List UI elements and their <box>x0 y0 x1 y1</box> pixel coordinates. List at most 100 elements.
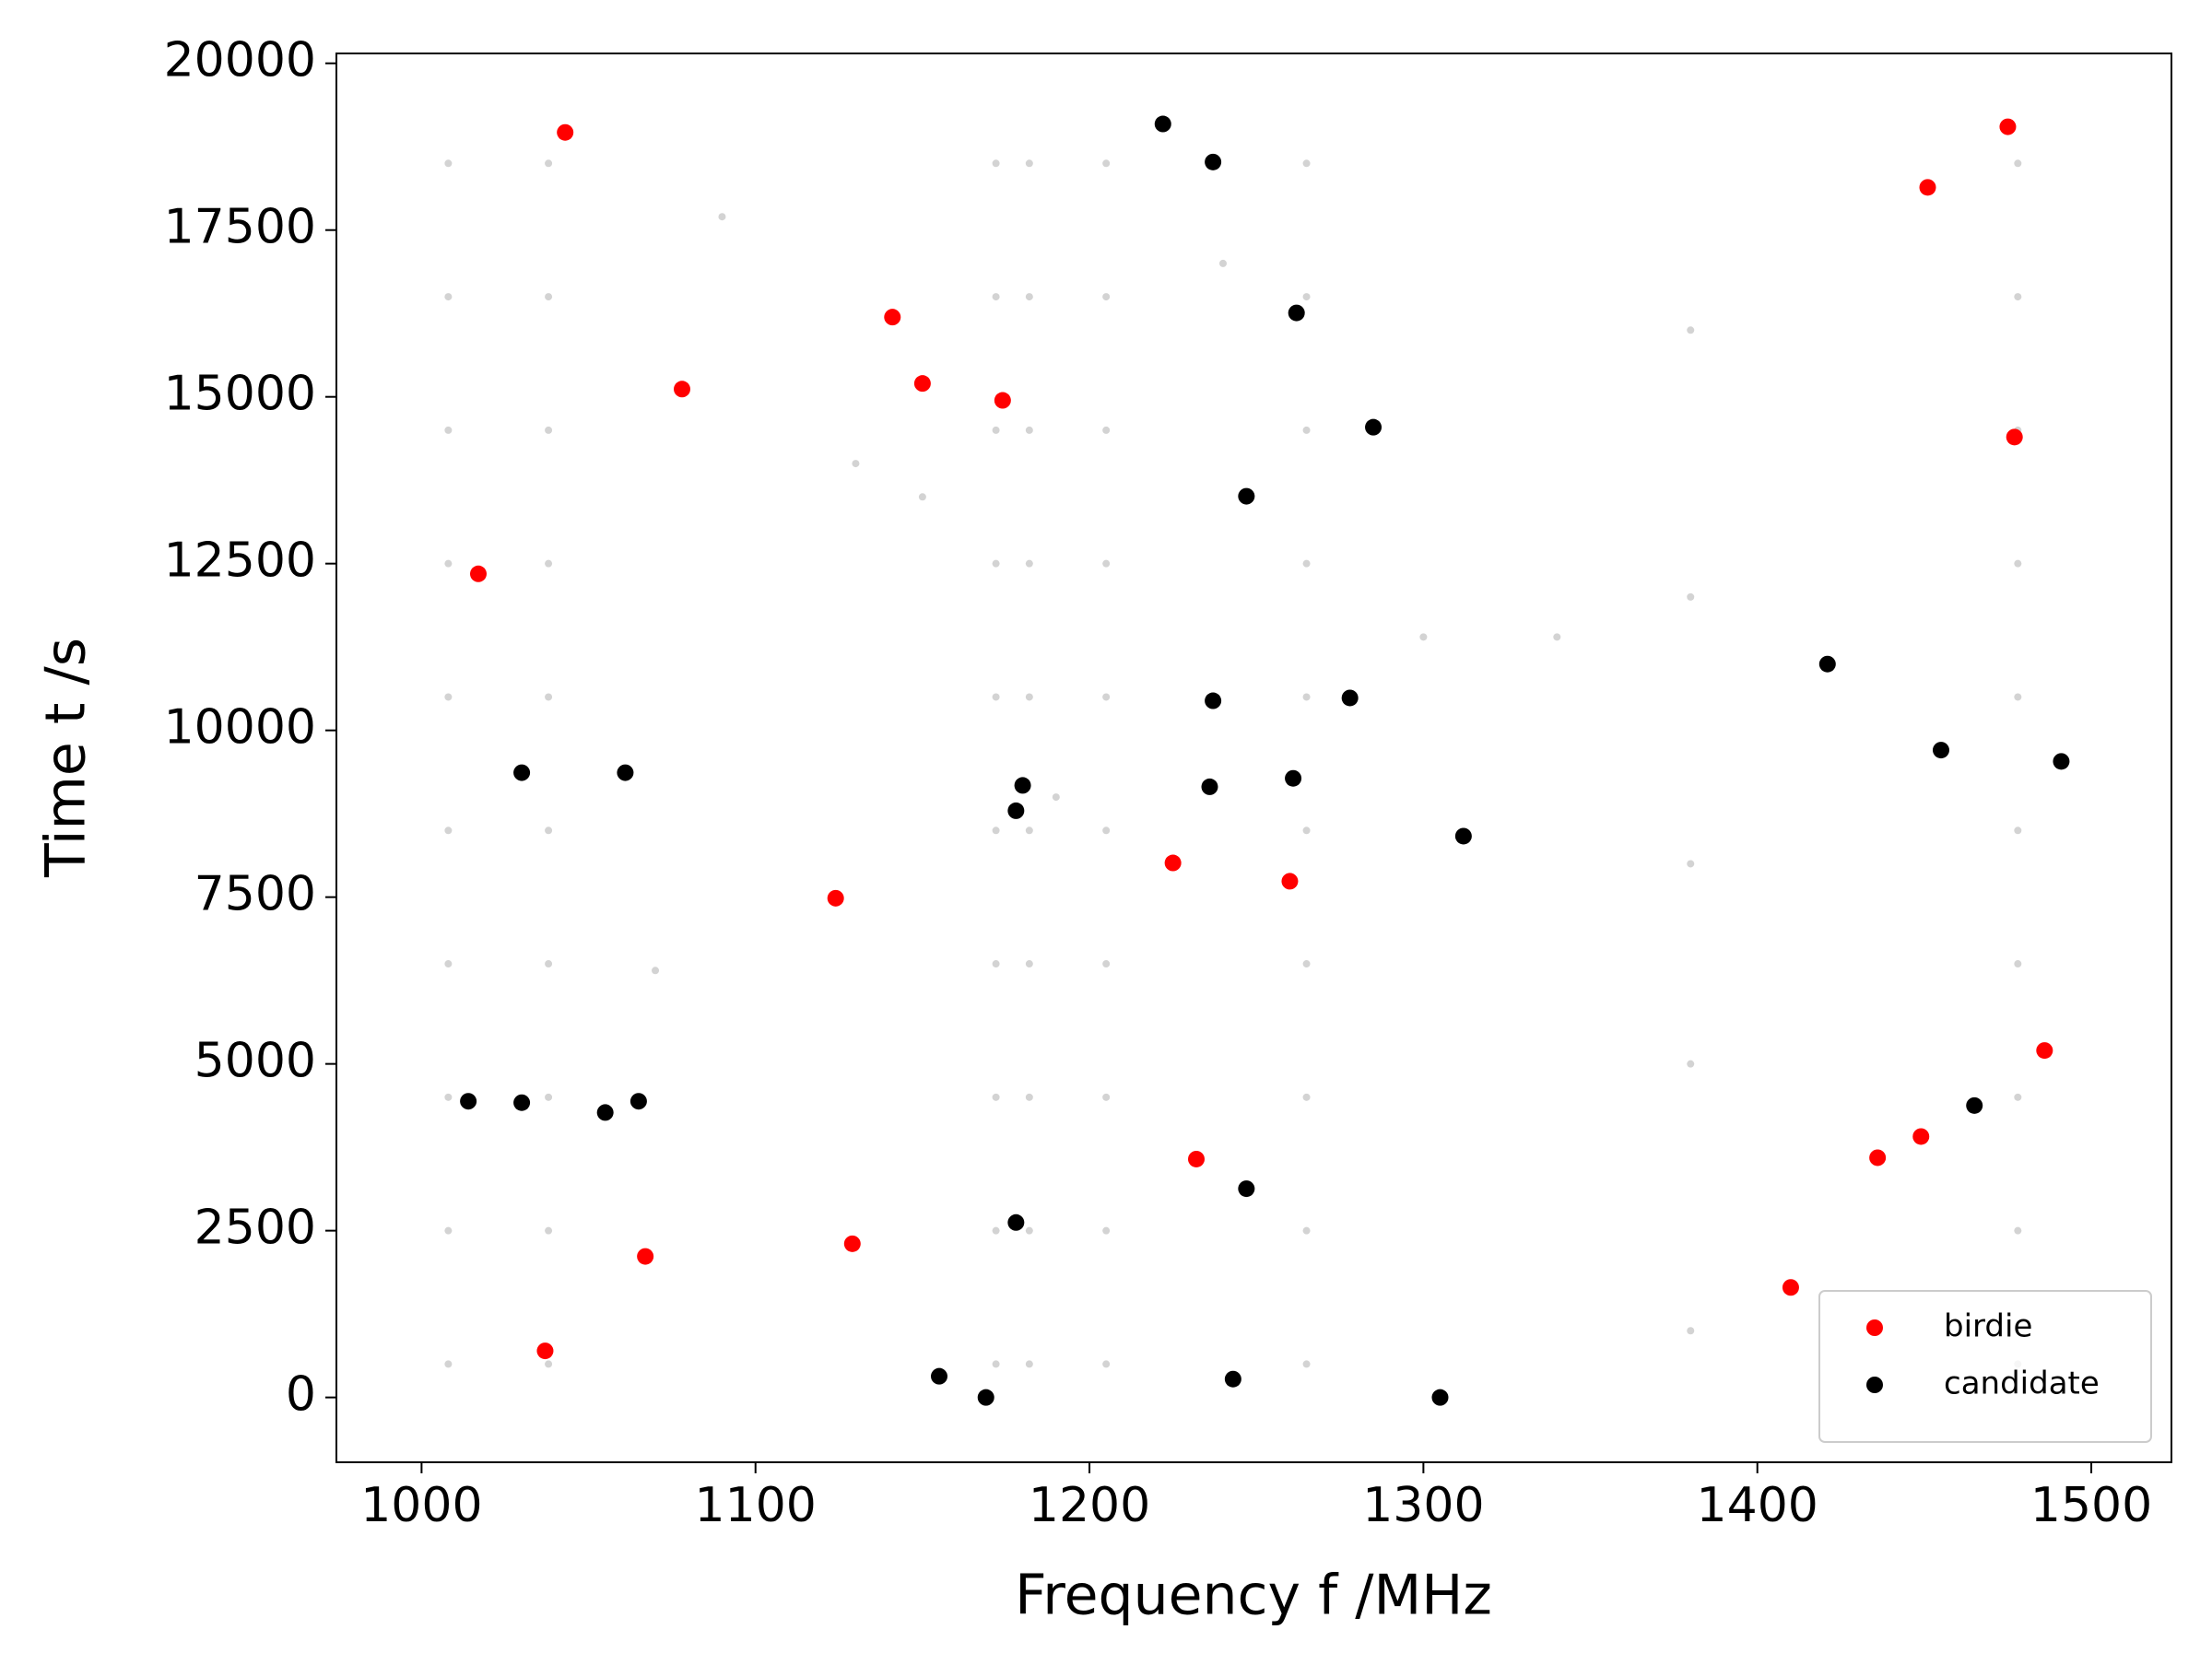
background-point <box>1302 826 1311 835</box>
y-tick-label: 15000 <box>164 367 316 422</box>
background-point <box>1102 293 1111 301</box>
point <box>1164 854 1182 872</box>
point <box>1205 692 1222 709</box>
y-tick-label: 7500 <box>194 867 316 922</box>
background-point <box>545 159 553 168</box>
point <box>1224 1370 1241 1388</box>
background-point <box>444 693 453 701</box>
background-point <box>2014 1226 2022 1235</box>
background-point <box>2014 293 2022 301</box>
background-point <box>1102 1226 1111 1235</box>
point <box>1007 802 1025 819</box>
y-tick-label: 5000 <box>194 1034 316 1089</box>
y-axis-label: Time t /s <box>34 638 99 878</box>
point <box>513 764 531 781</box>
point <box>1454 827 1472 845</box>
background-point <box>1102 826 1111 835</box>
background-point <box>1102 426 1111 434</box>
background-point <box>2014 159 2022 168</box>
point <box>843 1235 861 1252</box>
point <box>1205 153 1222 170</box>
point <box>1281 873 1299 890</box>
x-tick-label: 1200 <box>1029 1478 1150 1533</box>
background-point <box>545 1360 553 1368</box>
background-point <box>992 826 1000 835</box>
background-point <box>1025 826 1033 835</box>
point <box>557 123 574 141</box>
point <box>1966 1096 1983 1114</box>
background-point <box>1302 159 1311 168</box>
background-point <box>992 693 1000 701</box>
background-point <box>444 559 453 568</box>
point <box>1999 118 2017 135</box>
background-point <box>2014 693 2022 701</box>
point <box>1431 1389 1449 1406</box>
background-point <box>444 960 453 968</box>
point <box>1912 1128 1930 1145</box>
y-tick-label: 20000 <box>164 33 316 88</box>
legend-label: candidate <box>1944 1366 2100 1402</box>
background-point <box>1218 259 1227 267</box>
point <box>674 381 691 398</box>
x-tick-label: 1100 <box>695 1478 817 1533</box>
point <box>536 1342 554 1360</box>
x-tick-label: 1400 <box>1697 1478 1818 1533</box>
background-point <box>852 460 860 468</box>
background-point <box>1302 693 1311 701</box>
point <box>1288 304 1305 322</box>
background-point <box>1553 633 1561 641</box>
background-point <box>1102 559 1111 568</box>
point <box>1869 1149 1887 1166</box>
point <box>931 1367 948 1385</box>
background-point <box>545 826 553 835</box>
background-point <box>1102 693 1111 701</box>
background-point <box>444 1360 453 1368</box>
background-point <box>1025 293 1033 301</box>
point <box>513 1094 531 1111</box>
point <box>913 375 931 393</box>
background-point <box>918 493 926 501</box>
background-point <box>1302 559 1311 568</box>
background-point <box>1302 293 1311 301</box>
point <box>1154 115 1171 133</box>
point <box>1341 689 1359 707</box>
background-point <box>992 1093 1000 1101</box>
point <box>994 392 1011 409</box>
background-point <box>992 1360 1000 1368</box>
background-point <box>2014 1093 2022 1101</box>
point <box>1919 179 1936 196</box>
point <box>1238 1180 1255 1198</box>
background-point <box>444 426 453 434</box>
point <box>1238 487 1255 505</box>
y-tick-label: 2500 <box>194 1201 316 1256</box>
legend-marker <box>1866 1377 1883 1393</box>
background-point <box>545 960 553 968</box>
y-tick-label: 12500 <box>164 533 316 589</box>
point <box>1818 655 1836 673</box>
point <box>1007 1213 1025 1231</box>
background-point <box>1102 1093 1111 1101</box>
point <box>884 309 901 326</box>
background-point <box>992 1226 1000 1235</box>
background-point <box>1302 1360 1311 1368</box>
background-point <box>652 967 660 975</box>
point <box>1014 777 1031 794</box>
x-tick-label: 1300 <box>1362 1478 1484 1533</box>
x-axis-label: Frequency f /MHz <box>1015 1564 1492 1628</box>
background-point <box>545 1226 553 1235</box>
background-point <box>1025 1226 1033 1235</box>
background-point <box>444 1093 453 1101</box>
point <box>977 1389 994 1406</box>
plot-frame <box>335 53 2172 1463</box>
background-point <box>545 693 553 701</box>
background-point <box>444 1226 453 1235</box>
point <box>827 889 844 907</box>
background-point <box>1025 559 1033 568</box>
background-point <box>1025 1360 1033 1368</box>
point <box>1365 418 1382 436</box>
background-point <box>1025 960 1033 968</box>
point <box>617 764 634 781</box>
point <box>469 565 487 582</box>
point <box>1782 1279 1799 1296</box>
